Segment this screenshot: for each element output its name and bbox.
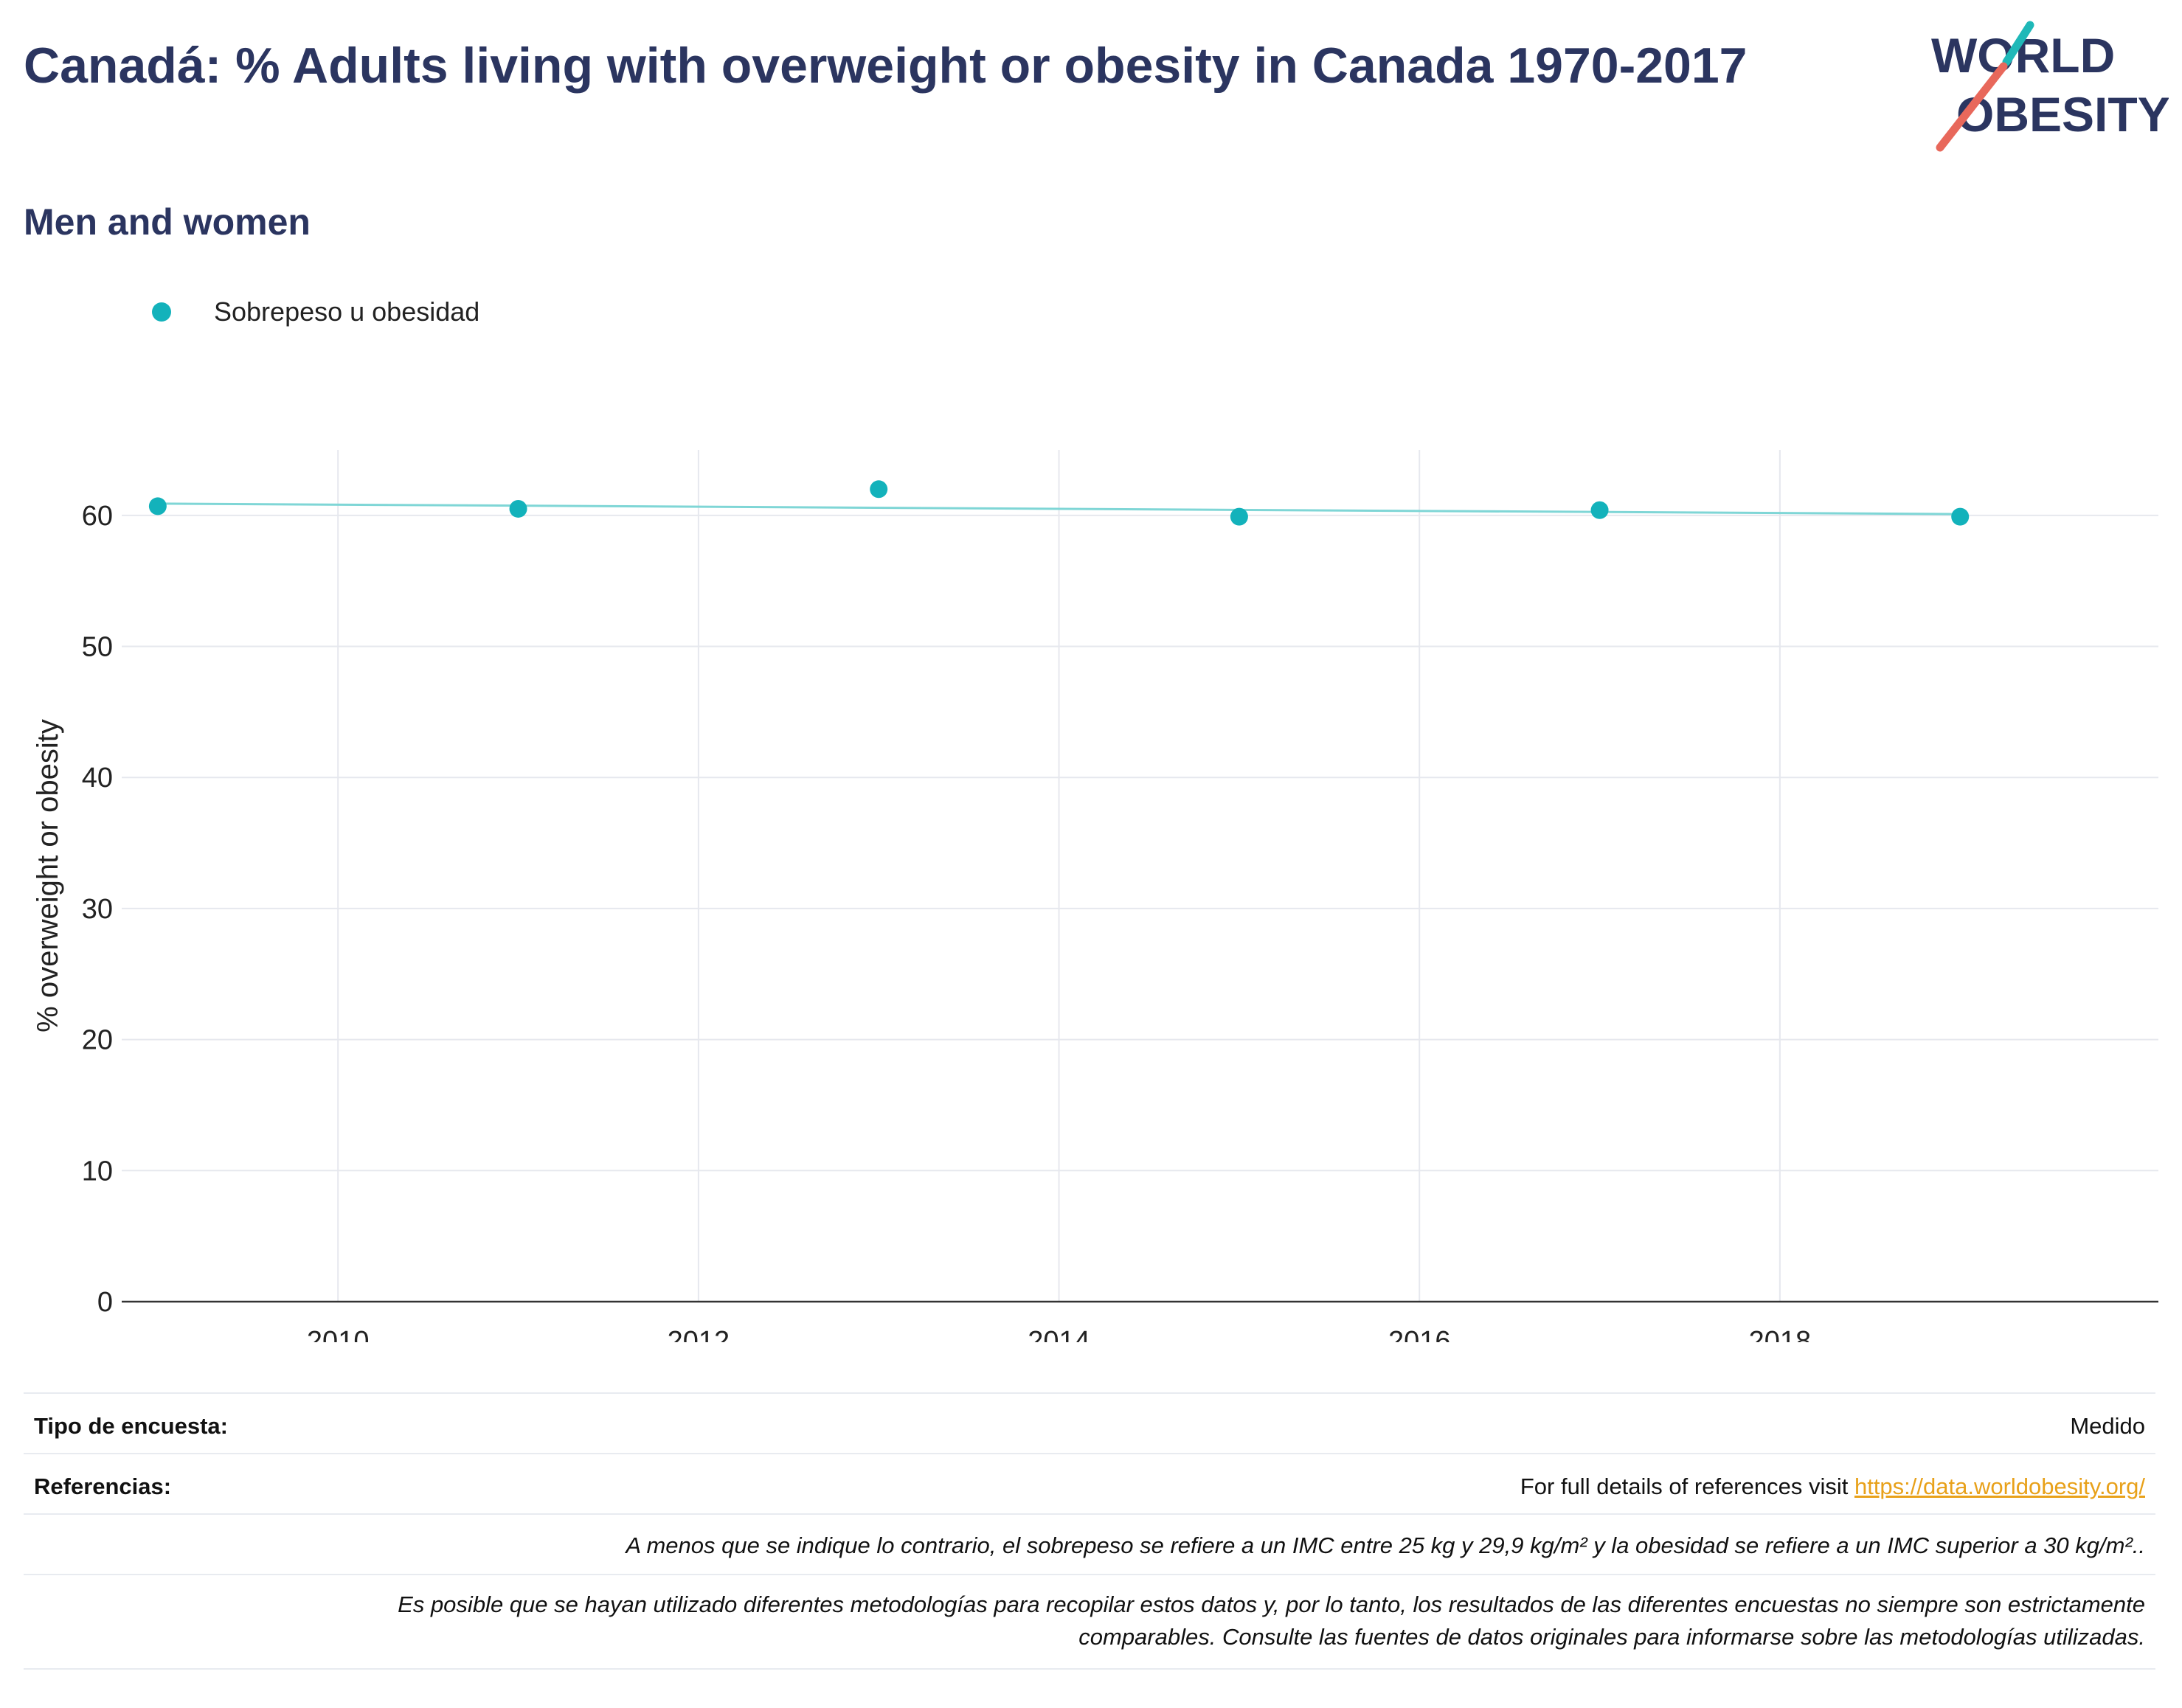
references-text: For full details of references visit	[1520, 1473, 1854, 1499]
survey-type-label: Tipo de encuesta:	[34, 1413, 228, 1439]
chart-subtitle: Men and women	[24, 201, 311, 243]
trend-line	[157, 502, 1961, 515]
legend-label: Sobrepeso u obesidad	[214, 296, 480, 327]
y-tick-label-0: 0	[97, 1287, 113, 1318]
logo-slash-teal	[2002, 21, 2034, 66]
references-link[interactable]: https://data.worldobesity.org/	[1854, 1473, 2145, 1499]
references-value: For full details of references visit htt…	[1520, 1473, 2145, 1500]
methodology-note-line2: comparables. Consulte las fuentes de dat…	[1078, 1624, 2145, 1650]
legend[interactable]: Sobrepeso u obesidad	[152, 296, 479, 327]
logo-slash-red	[1936, 62, 2008, 152]
x-tick-label-2014: 2014	[1028, 1326, 1090, 1342]
methodology-note-line1: Es posible que se hayan utilizado difere…	[398, 1591, 2145, 1617]
x-tick-label-2016: 2016	[1388, 1326, 1451, 1342]
x-tick-label-2010: 2010	[307, 1326, 370, 1342]
data-point-2013	[870, 480, 888, 499]
footer-row-note-methodology: Es posible que se hayan utilizado difere…	[24, 1574, 2155, 1670]
data-point-2015	[1230, 507, 1248, 526]
logo-text-obesity: OBESITY	[1956, 87, 2169, 142]
footer-row-survey-type: Tipo de encuesta: Medido	[24, 1392, 2155, 1454]
survey-type-value: Medido	[2070, 1413, 2145, 1439]
data-point-2019	[1951, 507, 1970, 526]
y-tick-label-10: 10	[82, 1156, 113, 1187]
y-axis-label: % overweight or obesity	[32, 719, 64, 1032]
world-obesity-logo: WORLD OBESITY	[1931, 21, 2169, 152]
chart-plot: 2010 2012 2014 2016 2018 0 10 20 30 40 50 60 % overw…	[32, 450, 2158, 1342]
x-tick-label-2012: 2012	[668, 1326, 730, 1342]
legend-marker	[152, 302, 171, 322]
y-tick-label-60: 60	[82, 501, 113, 532]
y-tick-label-50: 50	[82, 632, 113, 663]
definition-note: A menos que se indique lo contrario, el …	[626, 1532, 2145, 1558]
data-point-2011	[509, 499, 527, 518]
x-tick-label-2018: 2018	[1749, 1326, 1812, 1342]
y-tick-label-20: 20	[82, 1025, 113, 1056]
y-tick-label-30: 30	[82, 894, 113, 925]
y-tick-label-40: 40	[82, 763, 113, 794]
data-point-2009	[148, 497, 167, 515]
footer-row-references: Referencias: For full details of referen…	[24, 1453, 2155, 1515]
references-label: Referencias:	[34, 1473, 172, 1499]
footer-row-note-definition: A menos que se indique lo contrario, el …	[24, 1513, 2155, 1575]
methodology-note: Es posible que se hayan utilizado difere…	[398, 1589, 2145, 1653]
chart-title: Canadá: % Adults living with overweight …	[24, 38, 1748, 94]
data-point-2017	[1590, 501, 1609, 519]
